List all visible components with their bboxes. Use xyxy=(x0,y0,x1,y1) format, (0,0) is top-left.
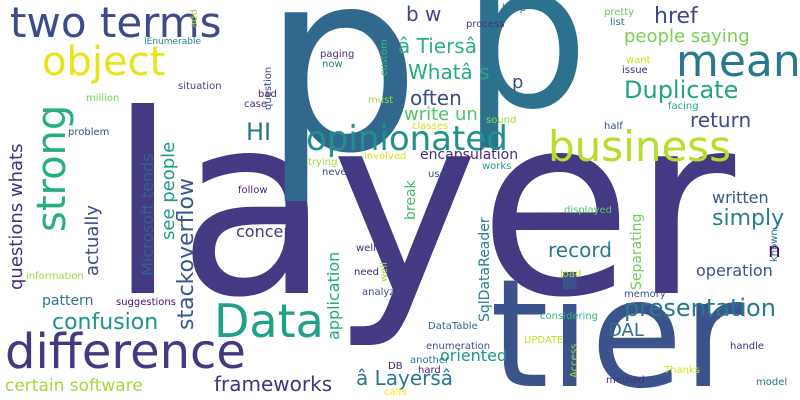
word-now: now xyxy=(322,59,343,70)
word-paging: paging xyxy=(320,49,355,60)
word-trying: trying xyxy=(308,157,338,168)
word-break: break xyxy=(403,180,419,220)
word-strong: strong xyxy=(29,104,75,232)
word-facing: facing xyxy=(668,101,699,112)
word-keep: keep xyxy=(502,3,527,14)
word-access: Access xyxy=(569,343,580,378)
word-well: well xyxy=(356,243,376,254)
word-whats: Whatâ s xyxy=(408,60,490,84)
word-sqldatareader: SqlDataReader xyxy=(477,217,493,322)
word-written: written xyxy=(712,188,769,207)
word-operation: operation xyxy=(696,261,773,280)
word-another: another xyxy=(410,355,450,366)
word-return: return xyxy=(690,108,752,132)
word-custom: custom xyxy=(379,39,390,76)
word-duplicate: Duplicate xyxy=(624,76,739,104)
word-well: well xyxy=(379,262,390,282)
word-db: DB xyxy=(388,361,403,372)
word-classes: classes xyxy=(412,121,449,132)
word-encapsulation: encapsulation xyxy=(420,147,519,163)
word-works: works xyxy=(482,161,512,172)
word-want: want xyxy=(626,55,651,66)
word-mean: mean xyxy=(676,36,800,87)
word-often: often xyxy=(410,86,462,110)
word-presentation: presentation xyxy=(624,294,776,322)
word-problem: problem xyxy=(68,127,110,138)
word-sound: sound xyxy=(486,115,517,126)
word-handle: handle xyxy=(730,341,765,352)
word-write-un: write un xyxy=(404,104,478,125)
word-object: object xyxy=(42,39,166,85)
word-oriented: oriented xyxy=(440,346,508,365)
word-add: add xyxy=(189,9,200,28)
word-considering: considering xyxy=(540,311,599,322)
word-model: model xyxy=(756,377,788,388)
word-half: half xyxy=(604,121,623,132)
word-suggestions: suggestions xyxy=(116,297,176,308)
word-application: application xyxy=(324,251,343,340)
word-never: never xyxy=(322,167,351,178)
word-p: p xyxy=(262,0,421,208)
word-method: method xyxy=(606,375,645,386)
word-memory: memory xyxy=(624,289,666,300)
word-list: list xyxy=(610,17,625,28)
word-update: UPDATE xyxy=(524,335,564,346)
word-information: information xyxy=(26,271,84,282)
word-situation: situation xyxy=(178,81,222,92)
word-use: use xyxy=(428,169,446,180)
word-separating: Separating xyxy=(629,213,645,290)
word-p: p xyxy=(462,0,589,154)
word-issue: issue xyxy=(622,65,648,76)
word-follow: follow xyxy=(238,185,268,196)
word-stackoverflow: stackoverflow xyxy=(174,178,199,330)
word-process: process xyxy=(466,19,505,30)
word-analyze: analyze xyxy=(362,287,401,298)
word-n: n xyxy=(768,238,781,262)
word-bad: bad xyxy=(258,89,277,100)
word-simply: simply xyxy=(712,206,785,231)
word-datatable: DataTable xyxy=(428,321,478,332)
word-concept: concept xyxy=(236,222,300,241)
word-tiers: â Tiersâ xyxy=(398,34,477,58)
word-hard: hard xyxy=(418,365,441,376)
word-record: record xyxy=(548,238,612,262)
word-pattern: pattern xyxy=(42,293,94,309)
word-layer: layer xyxy=(108,61,736,352)
word-confusion: confusion xyxy=(52,310,159,335)
word-two-terms: two terms xyxy=(10,0,222,47)
word-involved: involved xyxy=(364,151,407,162)
word-displayed: displayed xyxy=(564,205,613,216)
word-million: million xyxy=(86,93,120,104)
word-case: case xyxy=(244,99,267,110)
word-b-w: b w xyxy=(406,2,442,26)
word-enumeration: enumeration xyxy=(426,341,491,352)
word-known: known xyxy=(769,229,780,262)
word-frameworks: frameworks xyxy=(214,372,333,396)
word-calls: calls xyxy=(384,387,407,398)
word-opinionated: opinionated xyxy=(306,119,508,159)
word-difference: difference xyxy=(5,324,246,380)
word-load: load xyxy=(560,269,582,280)
word-thanks: Thanks xyxy=(664,365,700,376)
word-must: must xyxy=(368,95,394,106)
word-hi: HI xyxy=(246,118,272,146)
word-href: href xyxy=(654,4,698,29)
word-pretty: pretty xyxy=(604,7,635,18)
word-ienumerable: IEnumerable xyxy=(144,37,202,47)
word-dal: DAL xyxy=(608,320,644,341)
word-tier: tier xyxy=(490,248,745,400)
word-certain-software: certain software xyxy=(5,376,143,396)
word-actually: actually xyxy=(82,204,103,276)
word-questions-whats: questions whats xyxy=(6,143,27,290)
word-need: need xyxy=(354,267,379,278)
word-microsoft-tends: Microsoft tends xyxy=(138,153,157,276)
word-data: Data xyxy=(214,294,324,348)
word-layers: â Layersâ xyxy=(356,366,454,390)
word-business: business xyxy=(548,122,732,171)
word-p: p xyxy=(512,72,524,93)
word-people-saying: people saying xyxy=(624,26,750,47)
